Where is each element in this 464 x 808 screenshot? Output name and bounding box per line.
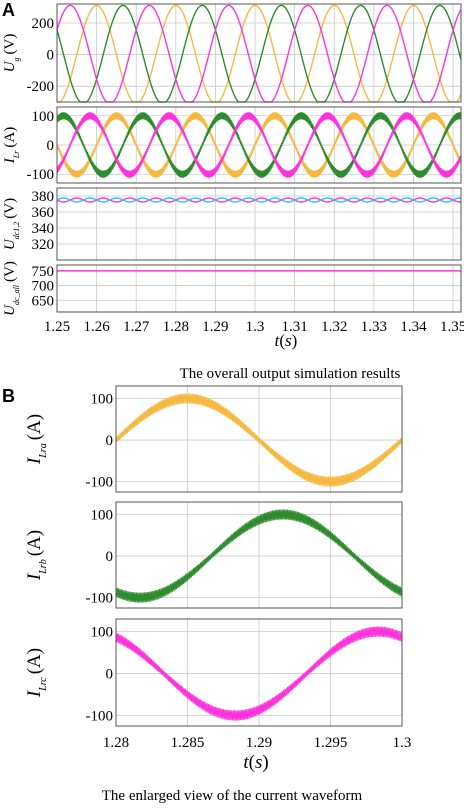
y-tick-label: 340 (32, 221, 55, 237)
plot-background (57, 265, 461, 312)
plot-6: 100 0 -100 ILrc(A) (24, 618, 403, 727)
y-tick-label: 750 (32, 264, 55, 280)
plot-4: 100 0 -100 ILra(A) (24, 385, 403, 493)
y-tick-label: 100 (32, 109, 55, 125)
x-tick-label: 1.35 (440, 319, 464, 335)
y-tick-label: 650 (32, 293, 55, 309)
x-tick-label: 1.295 (314, 735, 348, 751)
panel-b-caption: The enlarged view of the current wavefor… (102, 788, 363, 804)
panel-a-label: A (2, 0, 15, 20)
y-tick-label: 380 (32, 189, 55, 205)
x-tick-label: 1.3 (393, 735, 412, 751)
y-tick-label: 0 (106, 667, 114, 683)
y-tick-label: 0 (106, 549, 114, 565)
x-tick-label: 1.285 (171, 735, 205, 751)
series-line-0 (56, 112, 462, 178)
y-tick-label: 320 (32, 237, 55, 253)
y-tick-label: 100 (91, 507, 114, 523)
x-tick-label: 1.29 (246, 735, 272, 751)
panel-a-caption: The overall output simulation results (180, 366, 401, 382)
series-line-0 (56, 197, 462, 203)
series-line-0 (57, 4, 462, 103)
x-tick-label: 1.32 (321, 319, 347, 335)
y-tick-label: -100 (27, 167, 55, 183)
panel-a-x-ticks: 1.25 1.26 1.27 1.28 1.29 1.3 1.31 1.32 1.33 1.34 1… (44, 319, 464, 335)
plot-frame (115, 501, 403, 609)
y-tick-label: 700 (32, 279, 55, 295)
panel-b-plots: 100 0 -100 ILra(A) 100 0 -100 ILrb(A) 100 0 -100 IL… (24, 385, 403, 727)
y-axis-label: Ug(V) (2, 34, 21, 73)
plot-background (57, 4, 461, 102)
plot-1: 100 0 -100 ILr(A) (2, 106, 462, 184)
y-axis-label: ILr(A) (2, 127, 21, 164)
y-axis-label: ILrb(A) (24, 530, 49, 581)
y-tick-label: 0 (106, 433, 114, 449)
y-tick-label: 100 (91, 391, 114, 407)
panel-b-xlabel: t(s) (243, 752, 268, 773)
x-tick-label: 1.31 (282, 319, 308, 335)
y-tick-label: 0 (47, 48, 55, 64)
y-tick-label: -100 (86, 709, 114, 725)
y-tick-label: -100 (86, 475, 114, 491)
y-tick-label: 100 (91, 625, 114, 641)
plot-5: 100 0 -100 ILrb(A) (24, 501, 403, 609)
plot-frame (56, 106, 462, 184)
y-axis-label: ILrc(A) (24, 648, 49, 698)
plot-frame (56, 3, 462, 103)
series-line-2 (56, 112, 462, 178)
y-tick-label: 360 (32, 205, 55, 221)
y-tick-label: -200 (27, 79, 55, 95)
x-tick-label: 1.28 (163, 319, 189, 335)
plot-frame (56, 264, 462, 313)
series-line-0 (115, 626, 403, 721)
y-tick-label: 0 (47, 138, 55, 154)
plot-frame (115, 385, 403, 493)
plot-frame (115, 618, 403, 727)
x-tick-label: 1.29 (202, 319, 228, 335)
x-tick-label: 1.33 (361, 319, 387, 335)
series-line-1 (56, 197, 462, 203)
plot-0: 200 0 -200 Ug(V) (2, 3, 462, 103)
panel-b-label: B (2, 386, 15, 406)
y-axis-label: ILra(A) (24, 414, 49, 465)
y-axis-label: Udc_all(V) (2, 261, 21, 316)
plot-frame (56, 187, 462, 261)
x-tick-label: 1.25 (44, 319, 70, 335)
x-tick-label: 1.28 (103, 735, 129, 751)
panel-b-x-ticks: 1.28 1.285 1.29 1.295 1.3 (103, 735, 412, 751)
series-line-2 (56, 4, 462, 103)
series-line-1 (56, 4, 462, 103)
y-tick-label: 200 (32, 16, 55, 32)
x-tick-label: 1.34 (400, 319, 427, 335)
x-tick-label: 1.3 (246, 319, 265, 335)
x-tick-label: 1.27 (123, 319, 150, 335)
series-line-0 (115, 393, 403, 487)
panel-a-xlabel: t(s) (275, 331, 298, 350)
series-line-0 (115, 509, 403, 603)
y-axis-label: Udc1,2(V) (2, 198, 21, 250)
y-tick-label: -100 (86, 591, 114, 607)
x-tick-label: 1.26 (83, 319, 110, 335)
